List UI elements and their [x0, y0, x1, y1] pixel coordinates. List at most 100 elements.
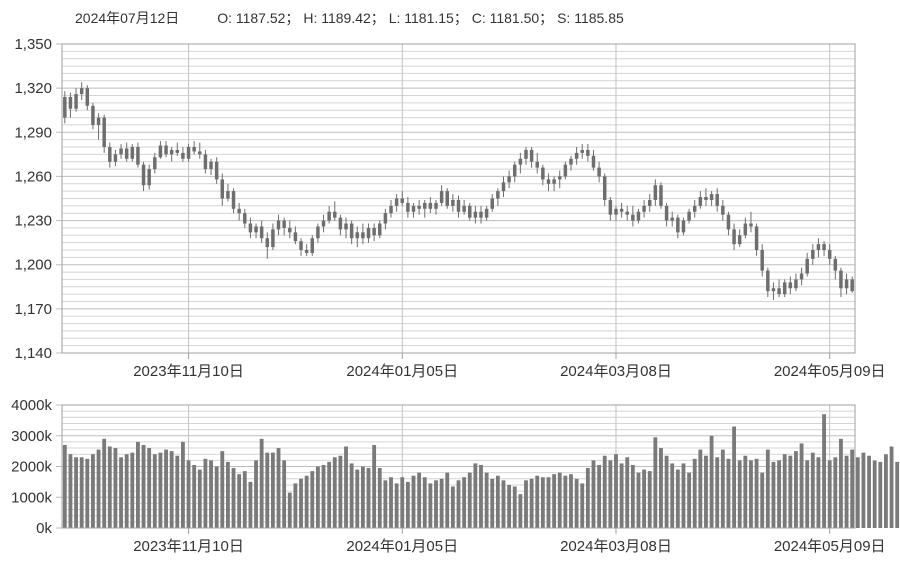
volume-bar	[164, 449, 168, 528]
volume-y-tick-label: 4000k	[11, 397, 52, 414]
candle-body	[749, 223, 753, 227]
volume-bar	[242, 471, 247, 528]
volume-bar	[720, 449, 725, 528]
candle-body	[631, 214, 635, 221]
candle-body	[338, 217, 343, 230]
candle-body	[68, 96, 73, 109]
volume-bar	[501, 480, 506, 528]
volume-bar	[102, 438, 107, 528]
candle-body	[647, 199, 652, 206]
candle-body	[158, 145, 163, 158]
candle-body	[496, 191, 500, 199]
candle-body	[490, 198, 494, 209]
volume-bar	[715, 457, 720, 528]
volume-bar	[490, 478, 495, 528]
volume-bar	[495, 475, 500, 528]
candle-body	[214, 161, 219, 180]
volume-bar	[765, 449, 770, 528]
candle-body	[445, 191, 449, 206]
candle-body	[574, 152, 579, 159]
candle-body	[220, 179, 225, 199]
candle-body	[181, 152, 185, 159]
volume-bar	[282, 460, 287, 528]
volume-bar	[360, 466, 365, 528]
candle-body	[439, 191, 444, 203]
candle-body	[333, 211, 337, 218]
price-x-tick-label: 2024年01月05日	[346, 363, 458, 380]
candle-body	[153, 157, 157, 170]
candle-body	[619, 208, 624, 212]
candle-body	[299, 241, 303, 250]
volume-bars	[62, 414, 900, 528]
volume-bar	[248, 481, 253, 528]
candle-body	[839, 270, 843, 289]
volume-bar	[141, 444, 146, 528]
price-gridlines	[56, 43, 855, 354]
candle-body	[743, 223, 748, 236]
volume-bar	[237, 474, 242, 528]
candle-body	[271, 229, 275, 248]
volume-bar	[304, 475, 309, 528]
candle-body	[192, 147, 196, 152]
volume-x-tick-label: 2024年03月08日	[560, 538, 672, 555]
volume-bar	[895, 461, 900, 528]
volume-bar	[479, 464, 483, 528]
volume-bar	[400, 477, 405, 528]
volume-bar	[681, 463, 686, 528]
volume-bar	[270, 452, 275, 528]
price-x-tick-label: 2023年11月10日	[133, 363, 244, 380]
candle-body	[726, 214, 731, 230]
candle-body	[698, 197, 703, 206]
price-x-tick-label: 2024年03月08日	[560, 363, 672, 380]
volume-bar	[265, 452, 270, 528]
candle-body	[411, 205, 416, 212]
candle-body	[259, 226, 264, 239]
volume-bar	[299, 478, 303, 528]
volume-bar	[383, 480, 388, 528]
candle-body	[417, 205, 421, 209]
volume-bar	[619, 463, 624, 528]
volume-bar	[231, 468, 236, 528]
candle-body	[243, 213, 247, 224]
volume-bar	[130, 452, 135, 528]
candle-body	[91, 105, 95, 125]
volume-bar	[782, 454, 787, 528]
candle-body	[625, 211, 629, 215]
volume-bar	[709, 435, 714, 528]
volume-bar	[445, 472, 450, 528]
volume-bar	[113, 448, 118, 528]
volume-x-tick-label: 2024年01月05日	[346, 538, 458, 555]
candle-body	[226, 191, 230, 199]
price-y-tick-label: 1,230	[14, 213, 52, 230]
volume-bar	[540, 477, 545, 528]
candle-body	[687, 211, 691, 221]
candle-body	[811, 250, 815, 259]
volume-bar	[68, 454, 73, 528]
volume-bar	[625, 457, 630, 528]
candle-body	[428, 202, 433, 209]
volume-bar	[675, 469, 680, 528]
volume-bar	[737, 460, 742, 528]
volume-bar	[214, 466, 219, 528]
volume-bar	[119, 457, 123, 528]
candle-body	[799, 273, 804, 280]
volume-bar	[602, 455, 607, 528]
volume-bar	[96, 449, 101, 528]
volume-bar	[254, 460, 258, 528]
candle-body	[557, 176, 562, 180]
candle-body	[518, 158, 523, 165]
volume-bar	[788, 455, 793, 528]
volume-bar	[574, 478, 579, 528]
candle-body	[484, 208, 489, 218]
volume-bar	[546, 477, 551, 528]
volume-frame	[61, 404, 856, 529]
volume-bar	[839, 438, 843, 528]
volume-bar	[147, 448, 152, 528]
volume-bar	[389, 477, 393, 528]
price-y-tick-label: 1,350	[14, 36, 52, 53]
candle-body	[833, 258, 838, 271]
candle-body	[462, 205, 466, 212]
candle-body	[355, 232, 360, 239]
volume-bar	[844, 455, 849, 528]
